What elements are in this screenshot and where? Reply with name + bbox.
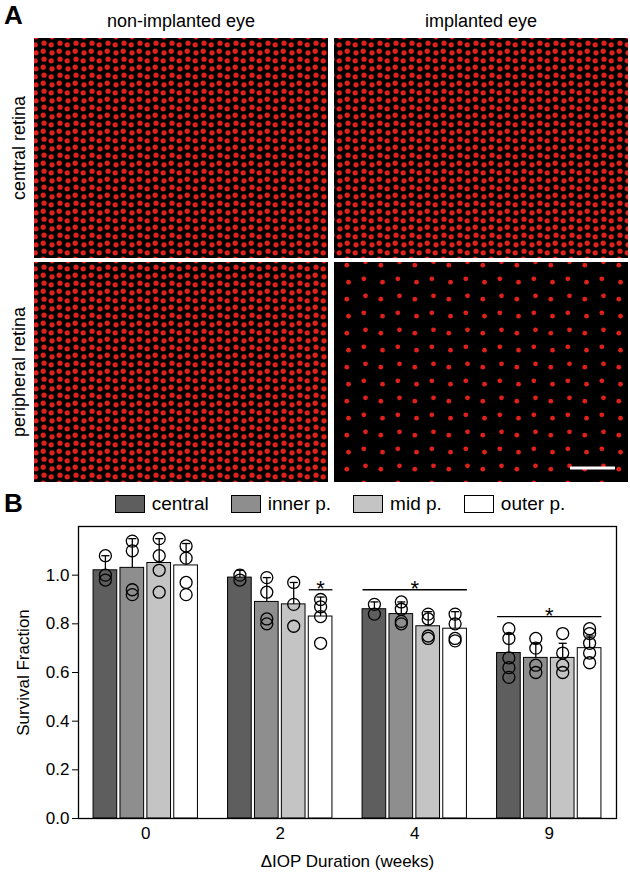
svg-text:0: 0 bbox=[141, 824, 150, 843]
html-text:mid p.: mid p. bbox=[390, 493, 442, 514]
html-text:outer p.: outer p. bbox=[500, 493, 566, 514]
svg-text:1.0: 1.0 bbox=[46, 566, 70, 585]
svg-text:4: 4 bbox=[410, 824, 419, 843]
svg-text:2: 2 bbox=[276, 824, 285, 843]
svg-text:9: 9 bbox=[545, 824, 554, 843]
svg-text:0.6: 0.6 bbox=[46, 663, 70, 682]
svg-text:implanted eye: implanted eye bbox=[425, 11, 537, 31]
html-text:central: central bbox=[151, 493, 209, 514]
svg-text:*: * bbox=[545, 603, 554, 628]
svg-text:central retina: central retina bbox=[9, 95, 29, 200]
svg-text:non-implanted eye: non-implanted eye bbox=[107, 11, 255, 31]
svg-text:0.8: 0.8 bbox=[46, 614, 70, 633]
svg-text:0.0: 0.0 bbox=[46, 809, 70, 828]
svg-text:0.2: 0.2 bbox=[46, 760, 70, 779]
svg-text:A: A bbox=[4, 0, 23, 30]
svg-text:*: * bbox=[316, 576, 325, 601]
svg-text:0.4: 0.4 bbox=[46, 712, 70, 731]
svg-text:ΔIOP Duration (weeks): ΔIOP Duration (weeks) bbox=[261, 852, 435, 871]
svg-text:*: * bbox=[410, 576, 419, 601]
html-text:B: B bbox=[4, 488, 23, 518]
html-text:inner p.: inner p. bbox=[267, 493, 332, 514]
svg-text:peripheral retina: peripheral retina bbox=[9, 306, 29, 437]
svg-text:Survival Fraction: Survival Fraction bbox=[14, 609, 33, 736]
